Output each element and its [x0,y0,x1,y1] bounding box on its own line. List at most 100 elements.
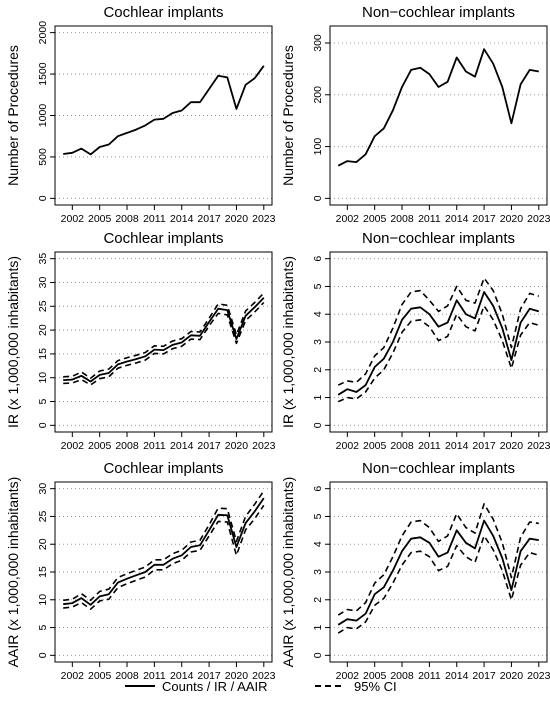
x-tick-label: 2017 [472,440,496,452]
x-tick-label: 2020 [225,670,249,682]
x-tick-label: 2002 [61,440,85,452]
series-line-ci-upper [337,277,540,386]
series-line-ci-upper [63,490,265,602]
series-line-main [337,519,539,626]
panel-noncochlear-aair: 0 1 2 3 4 5 6 2002 2005 2008 2011 2014 2017 2020 2023 N… [280,460,550,682]
y-tick-label: 4 [312,541,324,547]
y-tick-label: 0 [312,195,324,201]
series-line-ci-lower [63,301,265,386]
panel-noncochlear-ir: 0 1 2 3 4 5 6 2002 2005 2008 2011 2014 2017 2020 2023 N… [280,230,550,452]
x-tick-label: 2011 [418,213,441,225]
panel-cochlear-ir: 0 5 10 15 20 25 30 35 2002 2005 2008 2011 2014 2017 20… [5,230,276,452]
x-tick-label: 2020 [500,440,524,452]
x-tick-label: 2017 [197,213,221,225]
series-line-ci-upper [337,503,539,616]
series-line-main [337,291,540,396]
y-tick-label: 200 [312,86,324,104]
legend-dashed-label: 95% CI [354,679,397,694]
y-tick-label: 1500 [37,62,49,86]
x-tick-label: 2014 [170,440,194,452]
panel-title: Cochlear implants [103,230,223,247]
y-axis-label: IR (x 1,000,000 inhabitants) [280,256,296,428]
x-tick-label: 2008 [115,670,139,682]
x-tick-label: 2023 [527,440,550,452]
x-tick-label: 2002 [61,213,85,225]
panel-title: Cochlear implants [103,4,223,21]
y-tick-label: 20 [37,324,49,336]
x-tick-label: 2005 [88,213,112,225]
y-tick-label: 0 [37,195,49,201]
x-tick-label: 2002 [336,440,360,452]
y-tick-label: 1 [312,624,324,630]
x-tick-label: 2014 [445,440,469,452]
y-axis-label: AAIR (x 1,000,000 inhabitants) [5,477,21,668]
y-tick-label: 6 [312,256,324,262]
panel-title: Non−cochlear implants [362,460,515,477]
y-axis-label: Number of Procedures [280,45,296,186]
series-line-main [63,497,265,606]
y-tick-label: 35 [37,253,49,265]
x-tick-label: 2014 [170,670,194,682]
panel-title: Non−cochlear implants [362,230,515,247]
series-line-ci-lower [337,535,540,634]
y-tick-label: 300 [312,34,324,52]
series-line-main [337,48,539,167]
y-tick-label: 3 [312,339,324,345]
x-tick-label: 2008 [115,440,139,452]
x-tick-label: 2011 [143,440,166,452]
y-tick-label: 0 [37,422,49,428]
y-tick-label: 0 [312,422,324,428]
x-tick-label: 2011 [418,670,441,682]
y-tick-label: 1 [312,394,324,400]
x-tick-label: 2011 [143,670,166,682]
y-tick-label: 2 [312,597,324,603]
series-line-ci-lower [63,504,265,611]
x-tick-label: 2020 [500,213,524,225]
x-tick-label: 2014 [445,670,469,682]
x-tick-label: 2014 [445,213,469,225]
series-line-main [63,297,265,383]
x-tick-label: 2005 [363,670,387,682]
x-tick-label: 2023 [527,670,550,682]
x-tick-label: 2002 [336,213,360,225]
y-tick-label: 4 [312,311,324,317]
panel-cochlear-aair: 0 5 10 15 20 25 30 2002 2005 2008 2011 2014 2017 2020… [5,460,276,682]
y-tick-label: 5 [312,513,324,519]
x-tick-label: 2008 [390,440,414,452]
series-line-main [63,65,265,156]
y-tick-label: 500 [37,148,49,166]
x-tick-label: 2005 [88,670,112,682]
legend-solid-label: Counts / IR / AAIR [162,679,268,694]
x-tick-label: 2011 [143,213,166,225]
y-tick-label: 5 [312,283,324,289]
x-tick-label: 2011 [418,440,441,452]
y-tick-label: 5 [37,398,49,404]
x-tick-label: 2020 [225,213,249,225]
y-axis-label: Number of Procedures [5,45,21,186]
x-tick-label: 2023 [252,213,276,225]
x-tick-label: 2002 [336,670,360,682]
panel-cochlear-procedures: 0 500 1000 1500 2000 2002 2005 2008 2011 2014 2017… [5,4,276,225]
y-tick-label: 25 [37,300,49,312]
x-tick-label: 2017 [197,440,221,452]
y-tick-label: 10 [37,594,49,606]
y-tick-label: 20 [37,538,49,550]
x-tick-label: 2023 [252,440,276,452]
x-tick-label: 2008 [390,670,414,682]
x-tick-label: 2005 [88,440,112,452]
y-tick-label: 6 [312,486,324,492]
y-tick-label: 0 [37,652,49,658]
y-tick-label: 3 [312,569,324,575]
x-tick-label: 2017 [472,670,496,682]
y-tick-label: 30 [37,276,49,288]
series-line-ci-upper [63,292,265,380]
panel-title: Cochlear implants [103,460,223,477]
y-axis-label: AAIR (x 1,000,000 inhabitants) [280,477,296,668]
x-tick-label: 2023 [252,670,276,682]
x-tick-label: 2020 [500,670,524,682]
x-tick-label: 2017 [472,213,496,225]
y-tick-label: 25 [37,510,49,522]
x-tick-label: 2020 [225,440,249,452]
